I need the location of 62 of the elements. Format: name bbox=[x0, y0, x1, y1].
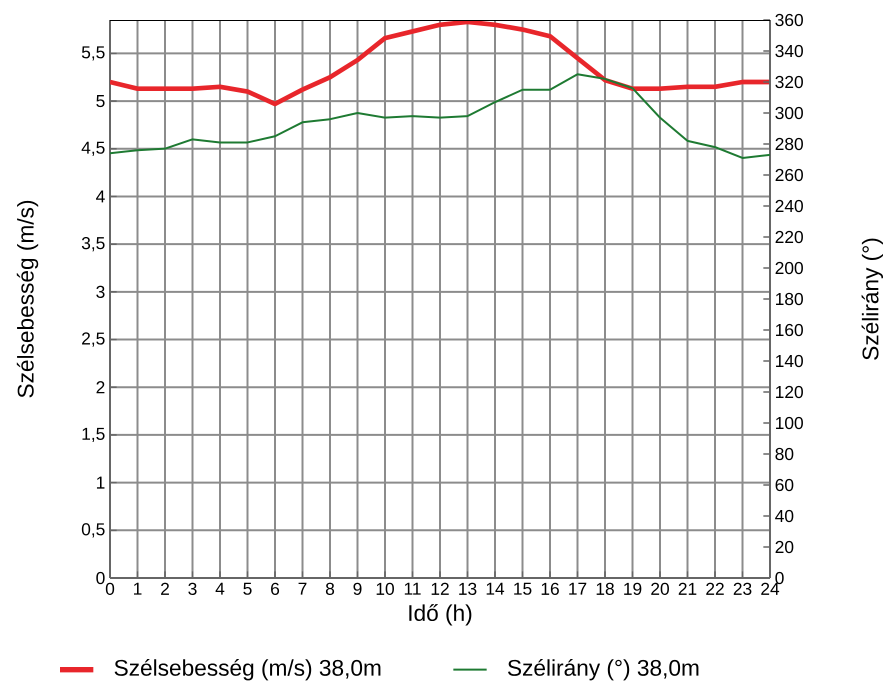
y2-tick-label: 320 bbox=[775, 76, 803, 88]
y2-axis-title: Szélirány (°) bbox=[862, 238, 884, 360]
y-tick-label: 0,5 bbox=[82, 523, 105, 538]
y2-tick-label: 160 bbox=[776, 324, 803, 336]
y2-tick-label: 200 bbox=[776, 262, 803, 274]
y-tick-label: 2,5 bbox=[82, 332, 105, 347]
x-tick-label: 6 bbox=[271, 582, 280, 595]
y2-tick-label: 100 bbox=[776, 416, 803, 430]
x-tick-label: 16 bbox=[542, 582, 559, 595]
line-series bbox=[110, 73, 770, 159]
x-tick-label: 4 bbox=[216, 582, 224, 595]
y-tick-label: 5 bbox=[96, 95, 105, 108]
x-tick-label: 2 bbox=[161, 582, 169, 595]
x-tick-label: 12 bbox=[432, 582, 449, 595]
y2-tick-label: 40 bbox=[775, 510, 794, 522]
y2-tick-label: 260 bbox=[776, 168, 803, 182]
y-tick-label: 4 bbox=[96, 190, 105, 202]
x-tick-label: 19 bbox=[624, 582, 642, 595]
x-tick-label: 11 bbox=[404, 582, 421, 595]
x-tick-label: 1 bbox=[134, 582, 142, 595]
x-tick-label: 3 bbox=[188, 582, 197, 595]
y2-tick-label: 300 bbox=[775, 106, 803, 120]
y2-tick-label: 240 bbox=[776, 200, 803, 212]
y2-tick-label: 80 bbox=[775, 448, 794, 460]
x-axis-title: Idő (h) bbox=[409, 604, 472, 626]
y2-tick-label: 360 bbox=[775, 14, 803, 26]
x-tick-label: 15 bbox=[514, 582, 532, 595]
y2-tick-label: 220 bbox=[776, 230, 803, 244]
x-tick-label: 17 bbox=[569, 582, 586, 595]
y2-tick-label: 140 bbox=[776, 354, 803, 368]
x-tick-label: 0 bbox=[106, 582, 114, 595]
y2-tick-label: 340 bbox=[775, 44, 803, 58]
y-tick-label: 0 bbox=[96, 572, 105, 584]
x-tick-label: 20 bbox=[651, 582, 669, 595]
y-tick-label: 4,5 bbox=[82, 142, 105, 156]
y2-tick-label: 0 bbox=[775, 572, 784, 584]
x-tick-label: 8 bbox=[326, 582, 334, 595]
y-axis-title: Szélsebesség (m/s) bbox=[16, 200, 38, 398]
y-tick-label: 3,5 bbox=[82, 236, 105, 252]
legend-label: Szélirány (°) 38,0m bbox=[508, 658, 698, 680]
x-tick-label: 21 bbox=[678, 582, 696, 595]
x-tick-label: 9 bbox=[353, 582, 362, 595]
x-tick-label: 13 bbox=[459, 582, 476, 595]
y2-tick-label: 120 bbox=[776, 386, 803, 398]
x-tick-label: 22 bbox=[706, 582, 724, 595]
y2-tick-label: 60 bbox=[776, 478, 794, 492]
x-tick-label: 18 bbox=[596, 582, 614, 595]
y-tick-label: 5,5 bbox=[82, 46, 105, 60]
x-tick-label: 7 bbox=[298, 582, 306, 595]
y2-tick-label: 20 bbox=[776, 540, 794, 554]
x-tick-label: 10 bbox=[376, 582, 394, 595]
y-tick-label: 1,5 bbox=[82, 428, 105, 442]
x-tick-label: 5 bbox=[243, 582, 252, 595]
x-tick-label: 14 bbox=[486, 582, 504, 595]
y-tick-label: 3 bbox=[96, 286, 105, 298]
legend-label: Szélsebesség (m/s) 38,0m bbox=[114, 658, 380, 680]
y2-tick-label: 280 bbox=[776, 138, 803, 150]
y2-tick-label: 180 bbox=[776, 292, 803, 306]
x-tick-label: 24 bbox=[761, 582, 780, 595]
y-tick-label: 1 bbox=[96, 476, 104, 489]
x-tick-label: 23 bbox=[734, 582, 752, 595]
y-tick-label: 2 bbox=[96, 381, 104, 394]
